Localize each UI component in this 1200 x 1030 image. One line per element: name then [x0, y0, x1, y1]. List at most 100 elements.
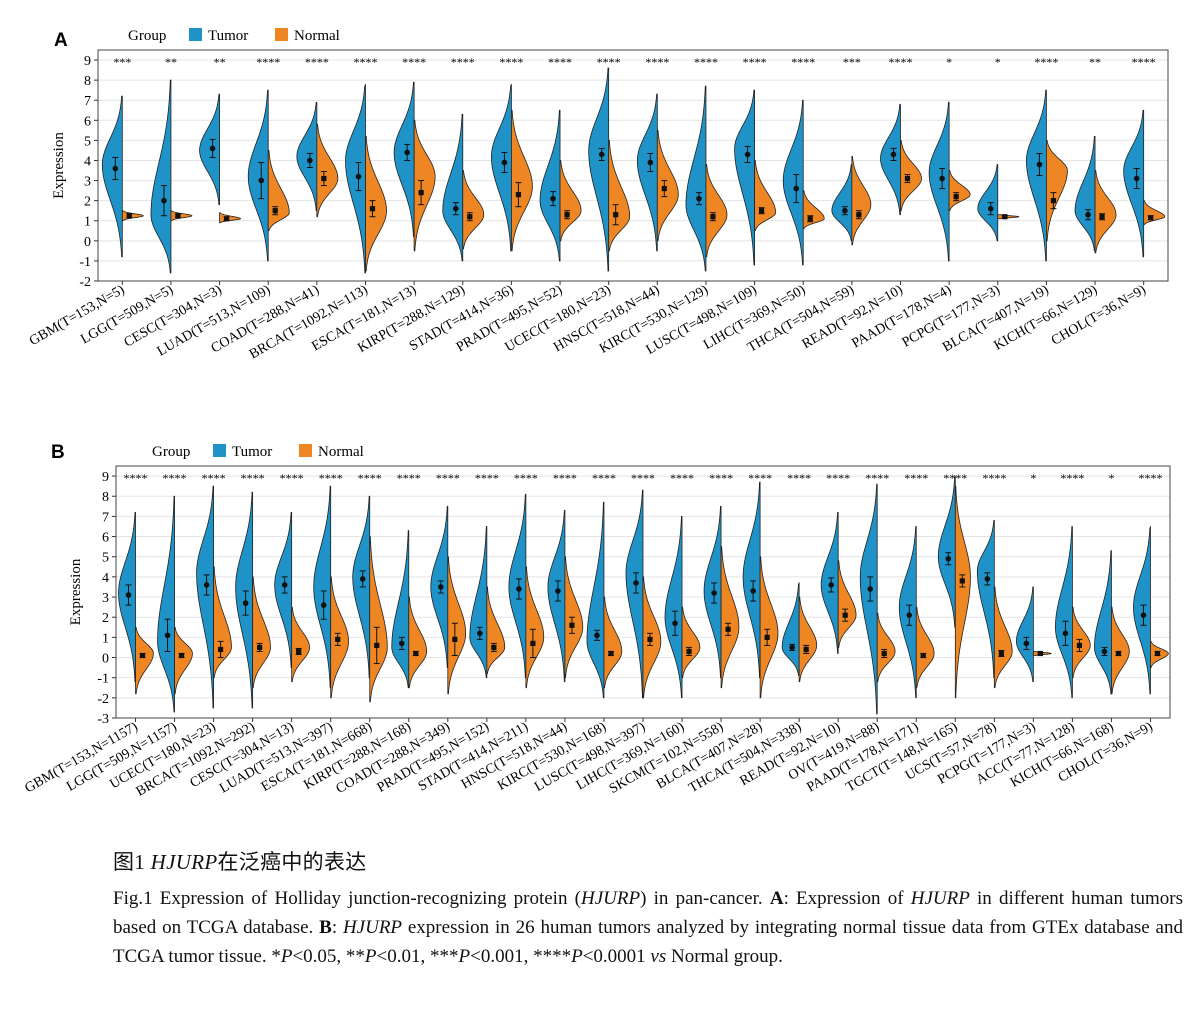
significance-label: ****: [163, 471, 187, 485]
mean-point-normal: [217, 646, 224, 653]
legend-swatch-normal: [275, 28, 288, 41]
mean-point-tumor: [355, 173, 362, 180]
significance-label: ****: [202, 471, 226, 485]
mean-point-normal: [178, 652, 185, 659]
legend-swatch-tumor: [189, 28, 202, 41]
violin-tumor: [685, 85, 707, 272]
mean-point-normal: [452, 636, 458, 642]
mean-point-normal: [1099, 214, 1105, 220]
significance-label: ****: [358, 471, 382, 485]
mean-point-normal: [959, 578, 965, 584]
legend-swatch-tumor: [213, 444, 226, 457]
mean-point-tumor: [1085, 211, 1091, 218]
legend-title: Group: [128, 28, 166, 44]
mean-point-tumor: [1140, 612, 1147, 618]
mean-point-normal: [272, 208, 278, 214]
caption-p: P: [280, 946, 293, 967]
mean-point-normal: [647, 636, 653, 642]
caption-part: <0.001, ****: [470, 946, 572, 967]
y-tick-label: -1: [97, 672, 109, 687]
y-tick-label: 7: [84, 94, 91, 109]
mean-point-normal: [710, 214, 716, 220]
violin-normal: [876, 612, 896, 683]
violin-normal: [798, 596, 818, 683]
caption-part: Normal group.: [666, 946, 783, 967]
caption-gene: HJURP: [342, 917, 403, 938]
caption-part: expression in 26 human tumors analyzed b…: [113, 917, 1183, 967]
mean-point-tumor: [1101, 648, 1108, 655]
caption-title-suffix: 在泛癌中的表达: [217, 850, 367, 874]
y-tick-label: 3: [102, 591, 109, 606]
violin-normal: [462, 170, 485, 250]
mean-point-tumor: [398, 640, 405, 647]
mean-point-normal: [467, 214, 473, 220]
y-tick-label: 0: [84, 235, 91, 250]
significance-label: ****: [597, 55, 621, 69]
violin-tumor: [586, 501, 605, 699]
significance-label: ****: [1034, 55, 1058, 69]
significance-label: ****: [436, 471, 460, 485]
mean-point-normal: [374, 642, 380, 649]
violin-normal: [851, 156, 872, 246]
significance-label: *: [946, 55, 952, 69]
violin-tumor: [101, 95, 123, 258]
significance-label: ****: [514, 471, 538, 485]
mean-point-normal: [1115, 650, 1122, 657]
mean-point-tumor: [647, 159, 654, 166]
mean-point-normal: [608, 650, 614, 657]
mean-point-tumor: [828, 582, 834, 588]
violin-tumor: [588, 67, 610, 272]
significance-label: ****: [1060, 471, 1084, 485]
mean-point-normal: [1154, 650, 1161, 657]
mean-point-tumor: [161, 197, 167, 204]
violin-tumor: [928, 101, 950, 262]
y-axis-label: Expression: [68, 558, 84, 625]
significance-label: ****: [402, 55, 426, 69]
mean-point-tumor: [550, 195, 556, 202]
significance-label: ****: [592, 471, 616, 485]
violin-tumor: [742, 481, 761, 679]
mean-point-normal: [807, 216, 813, 222]
y-tick-label: 5: [84, 134, 91, 149]
mean-point-normal: [661, 186, 667, 192]
violin-normal: [948, 170, 971, 212]
significance-label: ****: [241, 471, 265, 485]
violin-tumor: [391, 530, 410, 689]
violin-normal: [997, 214, 1020, 220]
panel-label: B: [51, 442, 65, 463]
violin-tumor: [880, 103, 901, 216]
caption-part: <0.01, ***: [376, 946, 459, 967]
violin-tumor: [1055, 526, 1073, 699]
figure-caption: 图1 HJURP在泛癌中的表达 Fig.1 Expression of Holl…: [113, 846, 1183, 971]
mean-point-normal: [515, 192, 522, 198]
mean-point-normal: [321, 175, 327, 182]
mean-point-tumor: [555, 588, 561, 594]
violin-normal: [365, 135, 387, 272]
mean-point-tumor: [1133, 175, 1140, 182]
violin-normal: [413, 119, 436, 252]
mean-point-normal: [1148, 215, 1154, 221]
mean-point-normal: [998, 650, 1004, 657]
violin-normal: [174, 626, 193, 695]
violin-tumor: [235, 491, 254, 709]
y-tick-label: 2: [102, 611, 109, 626]
mean-point-tumor: [359, 576, 366, 582]
caption-vs: vs: [650, 946, 667, 967]
violin-normal: [121, 210, 144, 222]
mean-point-normal: [613, 212, 619, 218]
mean-point-tumor: [594, 632, 600, 639]
significance-label: ***: [843, 55, 861, 69]
mean-point-tumor: [281, 582, 288, 588]
mean-point-tumor: [307, 157, 313, 164]
violin-tumor: [1133, 526, 1151, 695]
mean-point-tumor: [711, 590, 717, 596]
y-tick-label: -3: [97, 712, 109, 727]
mean-point-normal: [564, 212, 570, 218]
violin-tumor: [976, 520, 995, 679]
mean-point-normal: [1076, 642, 1083, 649]
mean-point-tumor: [789, 644, 795, 651]
mean-point-tumor: [906, 612, 913, 618]
significance-label: ****: [499, 55, 523, 69]
mean-point-tumor: [1062, 630, 1069, 637]
mean-point-tumor: [501, 159, 508, 166]
